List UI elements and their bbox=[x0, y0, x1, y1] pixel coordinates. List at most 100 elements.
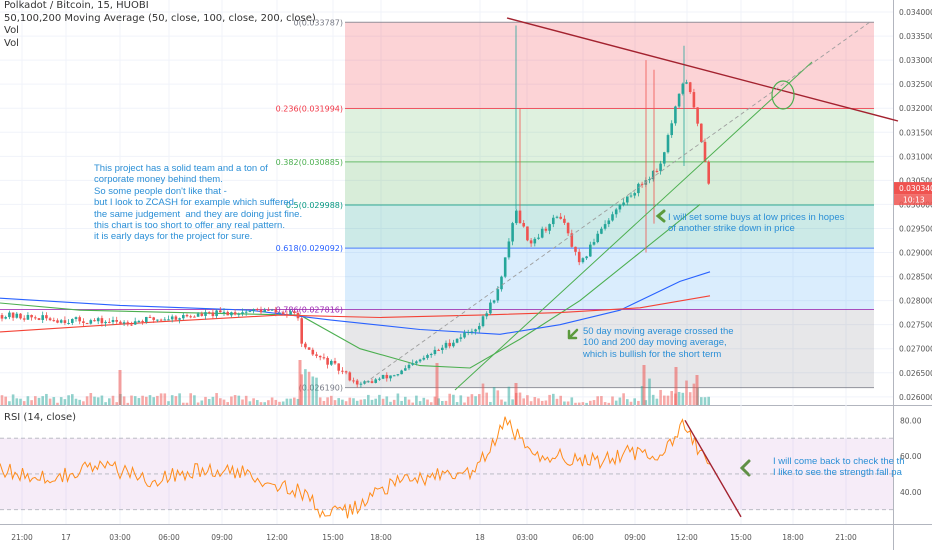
candle-body bbox=[455, 338, 459, 343]
volume-bar bbox=[215, 393, 218, 405]
volume-bar bbox=[707, 396, 710, 405]
candle-body bbox=[418, 359, 422, 362]
candlesticks[interactable] bbox=[0, 25, 710, 388]
volume-bar bbox=[429, 402, 433, 405]
volume-bar bbox=[63, 399, 67, 405]
volume-bar bbox=[93, 396, 96, 405]
volume-bar bbox=[611, 396, 614, 405]
volume-bar bbox=[363, 399, 366, 405]
ma100-line bbox=[0, 271, 711, 335]
volume-bar bbox=[252, 398, 255, 405]
candle-body bbox=[485, 313, 488, 317]
countdown-label: 10:13 bbox=[903, 196, 925, 205]
volume-bar bbox=[411, 402, 414, 405]
volume-bar bbox=[688, 392, 692, 405]
candle-body bbox=[489, 302, 492, 314]
time-tick-label: 09:00 bbox=[624, 533, 646, 542]
fib-level-label: 0.382(0.030885) bbox=[276, 158, 343, 167]
volume-bar bbox=[629, 401, 633, 405]
candle-body bbox=[85, 322, 89, 324]
candle-body bbox=[692, 92, 696, 108]
candle-body bbox=[389, 375, 392, 379]
volume-bar bbox=[326, 397, 329, 405]
candle-body bbox=[633, 193, 636, 196]
volume-bar bbox=[385, 396, 389, 405]
candle-body bbox=[322, 357, 326, 359]
volume-bar bbox=[648, 378, 651, 405]
candle-body bbox=[4, 317, 7, 319]
candle-body bbox=[215, 310, 218, 317]
volume-bar bbox=[396, 393, 400, 405]
candle-body bbox=[559, 216, 562, 219]
time-tick-label: 06:00 bbox=[158, 533, 180, 542]
volume-bar bbox=[148, 395, 152, 405]
candle-body bbox=[185, 315, 189, 317]
volume-bar bbox=[267, 400, 270, 405]
volume-bar bbox=[74, 398, 78, 405]
candle-body bbox=[241, 312, 244, 314]
volume-bar bbox=[111, 395, 115, 405]
candle-body bbox=[307, 347, 311, 350]
candle-body bbox=[651, 170, 655, 180]
time-tick-label: 18:00 bbox=[370, 533, 392, 542]
fib-level-label: 0(0.033787) bbox=[293, 18, 343, 27]
candle-body bbox=[592, 242, 596, 245]
volume-bar bbox=[496, 390, 500, 405]
candle-body bbox=[444, 342, 448, 348]
volume-bar bbox=[407, 399, 411, 405]
volume-bar bbox=[466, 396, 470, 405]
price-tick-label: 0.031500 bbox=[899, 128, 932, 137]
price-tick-label: 0.033500 bbox=[899, 32, 932, 41]
volume-legend-2: Vol bbox=[4, 37, 19, 49]
candle-body bbox=[59, 320, 63, 323]
candle-body bbox=[622, 202, 625, 206]
volume-bar bbox=[241, 399, 244, 405]
volume-bar bbox=[607, 402, 611, 405]
volume-bar bbox=[45, 393, 48, 405]
volume-bar bbox=[500, 399, 503, 405]
candle-body bbox=[548, 224, 551, 231]
candle-body bbox=[529, 240, 533, 244]
candle-body bbox=[226, 311, 229, 316]
candle-body bbox=[526, 226, 529, 241]
volume-bar bbox=[118, 370, 122, 405]
volume-bar bbox=[133, 396, 137, 405]
volume-bar bbox=[640, 386, 644, 405]
volume-bar bbox=[244, 395, 248, 405]
trend-drawings[interactable] bbox=[364, 17, 899, 477]
candle-body bbox=[296, 313, 300, 319]
candle-body bbox=[355, 380, 359, 385]
note-buy: I will set some buys at low prices in ho… bbox=[668, 212, 845, 235]
candle-body bbox=[34, 317, 37, 319]
rsi-tick-label: 80.00 bbox=[900, 416, 922, 425]
candle-body bbox=[237, 313, 241, 315]
candle-body bbox=[108, 321, 111, 323]
volume-bar bbox=[522, 398, 525, 405]
candle-body bbox=[555, 216, 559, 218]
candle-body bbox=[478, 326, 481, 330]
volume-bar bbox=[11, 394, 15, 405]
fib-level-label: 0.236(0.031994) bbox=[276, 105, 343, 114]
candle-body bbox=[503, 257, 507, 277]
time-tick-label: 21:00 bbox=[835, 533, 857, 542]
volume-bar bbox=[703, 397, 707, 405]
volume-bar bbox=[533, 397, 537, 405]
fibonacci-retracement[interactable]: 0(0.033787) 0.236(0.031994) 0.382(0.030885… bbox=[0, 18, 874, 393]
volume-bar bbox=[637, 400, 640, 405]
candle-body bbox=[640, 183, 644, 185]
candle-body bbox=[11, 312, 15, 318]
volume-bar bbox=[452, 394, 455, 405]
candle-body bbox=[618, 205, 622, 210]
volume-bar bbox=[529, 401, 533, 405]
volume-bar bbox=[193, 395, 196, 405]
candle-body bbox=[285, 313, 289, 315]
volume-bar bbox=[518, 392, 522, 405]
volume-bar bbox=[352, 398, 355, 405]
candle-body bbox=[318, 355, 322, 358]
candle-body bbox=[41, 315, 44, 320]
volume-bar bbox=[574, 402, 577, 405]
candle-body bbox=[474, 329, 477, 332]
volume-bar bbox=[581, 402, 585, 405]
candle-body bbox=[222, 311, 226, 313]
